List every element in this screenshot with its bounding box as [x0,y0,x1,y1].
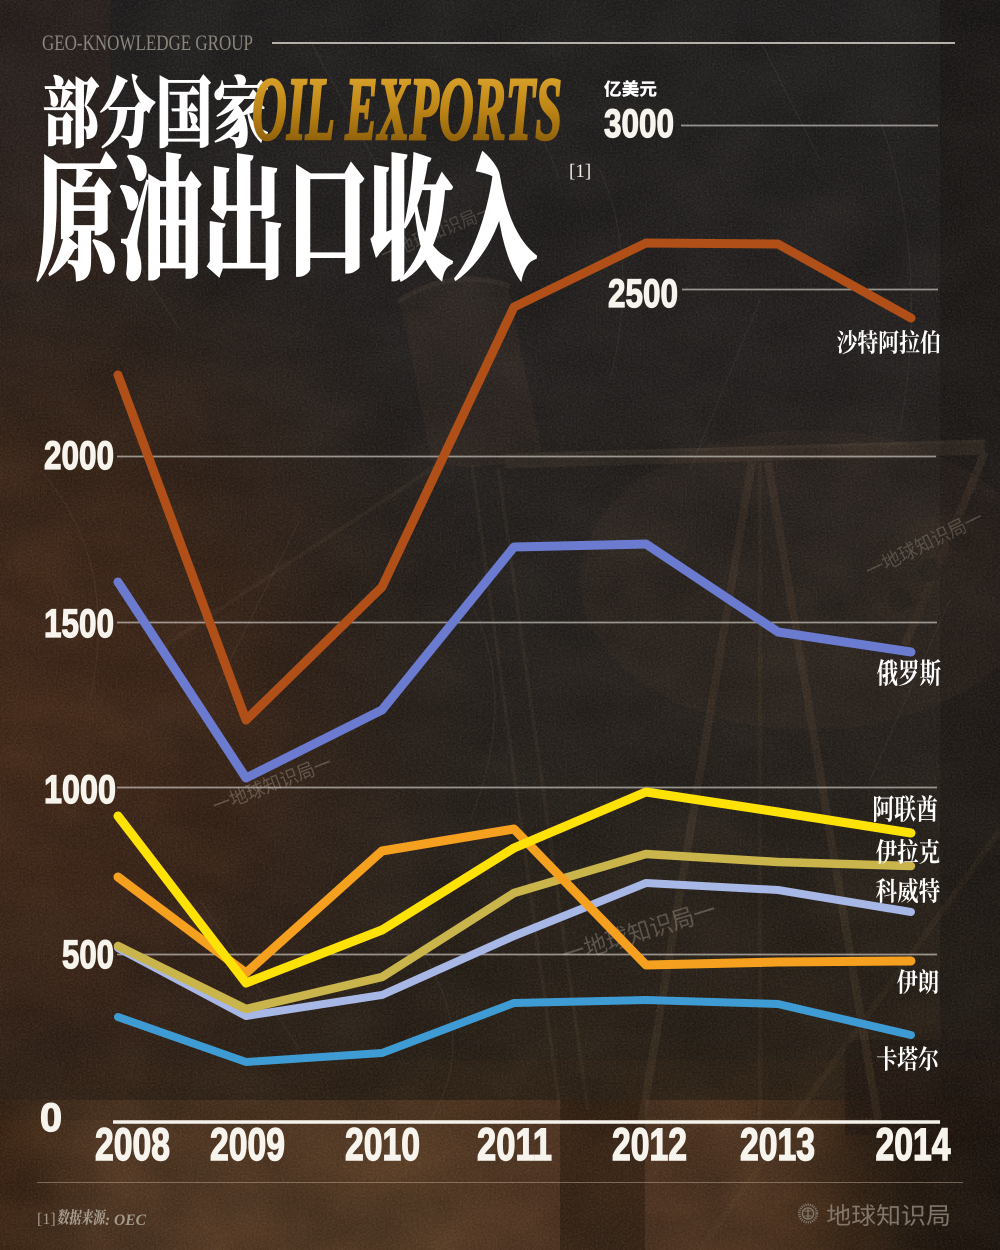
svg-text:500: 500 [62,933,114,977]
svg-text:1500: 1500 [44,602,114,646]
svg-text:3000: 3000 [604,102,674,146]
svg-text:GEO-KNOWLEDGE GROUP: GEO-KNOWLEDGE GROUP [42,30,253,55]
svg-text:1000: 1000 [44,768,116,812]
svg-text:2014: 2014 [876,1119,951,1170]
svg-text:: OEC: : OEC [105,1212,147,1229]
svg-text:[1]: [1] [569,161,591,182]
svg-text:2000: 2000 [44,434,114,478]
svg-text:2013: 2013 [740,1119,815,1170]
svg-text:2010: 2010 [345,1119,420,1170]
svg-text:2011: 2011 [477,1119,552,1170]
svg-text:2012: 2012 [612,1119,687,1170]
svg-text:2008: 2008 [95,1119,170,1170]
svg-text:[1]: [1] [37,1211,56,1228]
svg-text:0: 0 [40,1096,62,1140]
svg-text:OIL EXPORTS: OIL EXPORTS [252,60,562,159]
svg-text:2500: 2500 [608,272,678,316]
svg-text:2009: 2009 [210,1119,285,1170]
